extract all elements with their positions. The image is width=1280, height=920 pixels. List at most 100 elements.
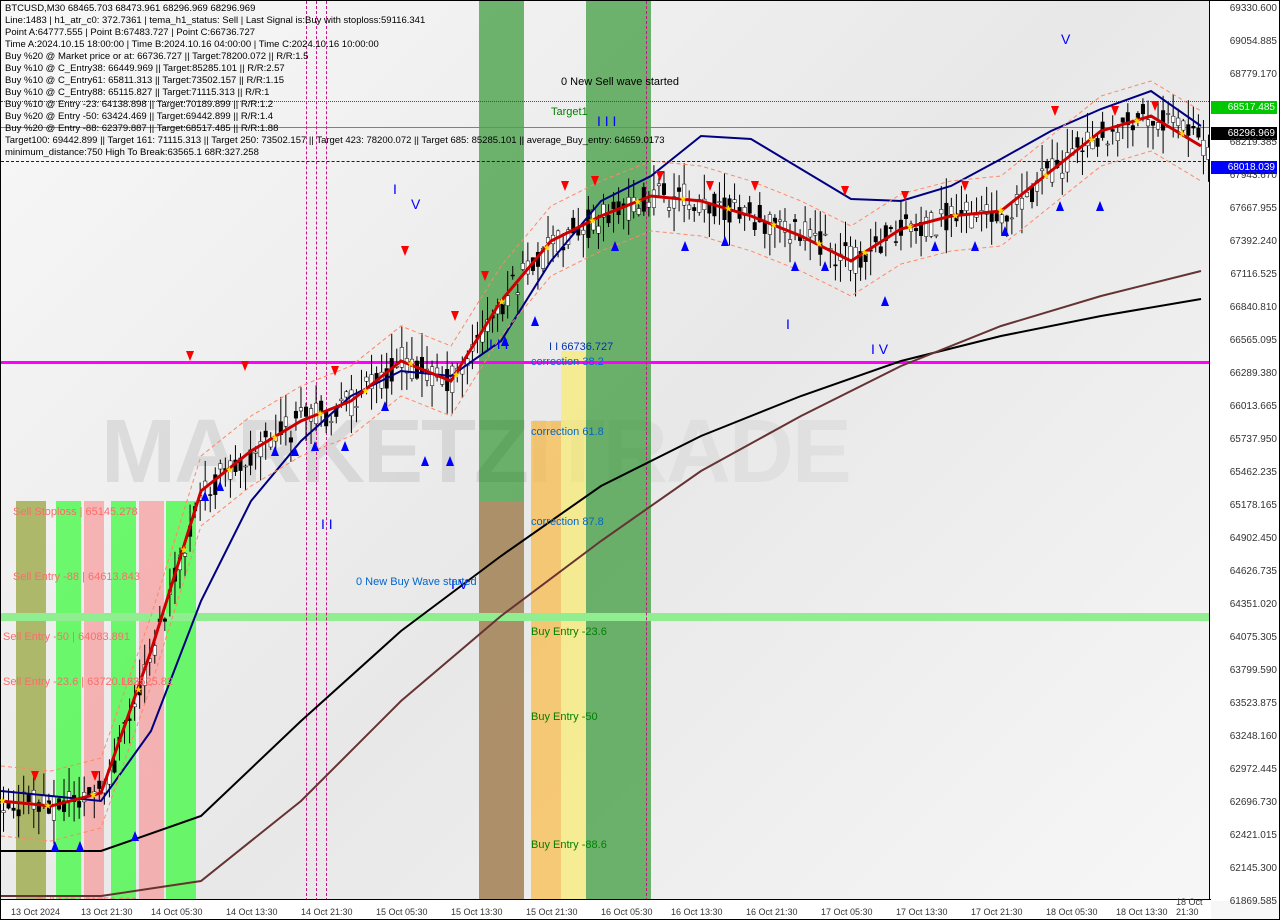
chart-annotation: Target1 <box>551 106 588 118</box>
arrow-up-icon <box>201 491 209 501</box>
x-axis-label: 17 Oct 13:30 <box>896 907 948 917</box>
y-axis-label: 67116.525 <box>1230 269 1277 280</box>
x-axis-label: 13 Oct 2024 <box>11 907 60 917</box>
y-axis: 69330.60069054.88568779.17068517.4856829… <box>1209 1 1279 901</box>
arrow-up-icon <box>1001 226 1009 236</box>
arrow-up-icon <box>791 261 799 271</box>
arrow-down-icon <box>1111 106 1119 116</box>
x-axis-label: 13 Oct 21:30 <box>81 907 133 917</box>
arrow-down-icon <box>1051 106 1059 116</box>
arrow-up-icon <box>681 241 689 251</box>
arrow-up-icon <box>1056 201 1064 211</box>
y-axis-label: 62696.730 <box>1230 797 1277 808</box>
y-axis-label: 62421.015 <box>1230 830 1277 841</box>
arrow-down-icon <box>331 366 339 376</box>
sell-text-label: Sell Stoploss | 65145.278 <box>13 506 138 518</box>
horizontal-line <box>1 161 1211 162</box>
x-axis-label: 16 Oct 21:30 <box>746 907 798 917</box>
x-axis-label: 16 Oct 05:30 <box>601 907 653 917</box>
signal-star-icon: ★ <box>225 465 234 476</box>
signal-star-icon: ★ <box>724 204 733 215</box>
arrow-up-icon <box>291 446 299 456</box>
symbol-label: BTCUSD,M30 <box>5 3 65 14</box>
y-axis-label: 64902.450 <box>1230 533 1277 544</box>
x-axis-label: 16 Oct 13:30 <box>671 907 723 917</box>
arrow-up-icon <box>76 841 84 851</box>
y-axis-label: 67943.670 <box>1230 170 1277 181</box>
arrow-up-icon <box>51 841 59 851</box>
arrow-down-icon <box>241 361 249 371</box>
chart-annotation: 0 New Buy Wave started <box>356 576 477 588</box>
info-line: Time A:2024.10.15 18:00:00 | Time B:2024… <box>5 39 379 50</box>
signal-star-icon: ★ <box>951 211 960 222</box>
y-axis-label: 68219.385 <box>1230 137 1277 148</box>
arrow-up-icon <box>931 241 939 251</box>
arrow-down-icon <box>91 771 99 781</box>
arrow-down-icon <box>1151 101 1159 111</box>
arrow-up-icon <box>271 446 279 456</box>
y-axis-label: 64626.735 <box>1230 566 1277 577</box>
signal-star-icon: ★ <box>906 222 915 233</box>
y-axis-label: 65737.950 <box>1230 434 1277 445</box>
x-axis-label: 18 Oct 05:30 <box>1046 907 1098 917</box>
arrow-down-icon <box>656 171 664 181</box>
chart-container[interactable]: MARKETZITRADE ★★★★★★★★★★★★★★★★★★★★★★★★★★… <box>0 0 1280 920</box>
zone-rect <box>139 501 164 901</box>
x-axis-label: 15 Oct 21:30 <box>526 907 578 917</box>
zone-rect <box>84 501 104 901</box>
signal-star-icon: ★ <box>270 433 279 444</box>
info-line: Buy %20 @ Market price or at: 66736.727 … <box>5 51 308 62</box>
arrow-up-icon <box>311 441 319 451</box>
chart-annotation: I I 66736.727 <box>549 341 613 353</box>
info-line: Buy %10 @ C_Entry61: 65811.313 || Target… <box>5 75 284 86</box>
y-axis-label: 64351.020 <box>1230 599 1277 610</box>
arrow-up-icon <box>381 401 389 411</box>
y-axis-label: 66565.095 <box>1230 335 1277 346</box>
signal-star-icon: ★ <box>1132 116 1141 127</box>
signal-star-icon: ★ <box>452 370 461 381</box>
chart-annotation: correction 38.2 <box>531 356 604 368</box>
wave-label: I <box>786 316 790 332</box>
info-line: Buy %10 @ C_Entry38: 66449.969 || Target… <box>5 63 285 74</box>
arrow-up-icon <box>446 456 454 466</box>
chart-annotation: 0 New Sell wave started <box>561 76 679 88</box>
wave-label: I V <box>871 341 888 357</box>
arrow-down-icon <box>481 271 489 281</box>
signal-star-icon: ★ <box>497 297 506 308</box>
chart-header: BTCUSD,M30 68465.703 68473.961 68296.969… <box>5 3 255 14</box>
y-axis-label: 67392.240 <box>1230 236 1277 247</box>
x-axis-label: 17 Oct 21:30 <box>971 907 1023 917</box>
arrow-down-icon <box>841 186 849 196</box>
wave-label: I I I <box>597 113 616 129</box>
signal-star-icon: ★ <box>361 386 370 397</box>
arrow-up-icon <box>1096 201 1104 211</box>
arrow-up-icon <box>341 441 349 451</box>
zone-rect <box>479 501 524 901</box>
signal-star-icon: ★ <box>316 409 325 420</box>
zone-rect <box>111 501 136 901</box>
y-axis-label: 61869.585 <box>1230 896 1277 907</box>
signal-star-icon: ★ <box>89 790 98 801</box>
arrow-down-icon <box>186 351 194 361</box>
chart-annotation: Buy Entry -50 <box>531 711 598 723</box>
signal-star-icon: ★ <box>996 206 1005 217</box>
info-line: Point A:64777.555 | Point B:67483.727 | … <box>5 27 255 38</box>
chart-area[interactable]: ★★★★★★★★★★★★★★★★★★★★★★★★★★★ II II I II V… <box>1 1 1211 901</box>
arrow-down-icon <box>591 176 599 186</box>
signal-star-icon: ★ <box>1178 129 1187 140</box>
y-axis-label: 69054.885 <box>1230 36 1277 47</box>
y-axis-label: 68779.170 <box>1230 69 1277 80</box>
x-axis-label: 14 Oct 05:30 <box>151 907 203 917</box>
arrow-up-icon <box>971 241 979 251</box>
chart-annotation: Buy Entry -88.6 <box>531 839 607 851</box>
arrow-up-icon <box>611 241 619 251</box>
chart-annotation: Buy Entry -23.6 <box>531 626 607 638</box>
signal-star-icon: ★ <box>769 220 778 231</box>
signal-star-icon: ★ <box>543 243 552 254</box>
wave-label: I I <box>321 516 333 532</box>
arrow-up-icon <box>131 831 139 841</box>
y-axis-label: 66840.810 <box>1230 302 1277 313</box>
arrow-up-icon <box>216 481 224 491</box>
y-axis-label: 66013.665 <box>1230 401 1277 412</box>
y-axis-label: 62972.445 <box>1230 764 1277 775</box>
